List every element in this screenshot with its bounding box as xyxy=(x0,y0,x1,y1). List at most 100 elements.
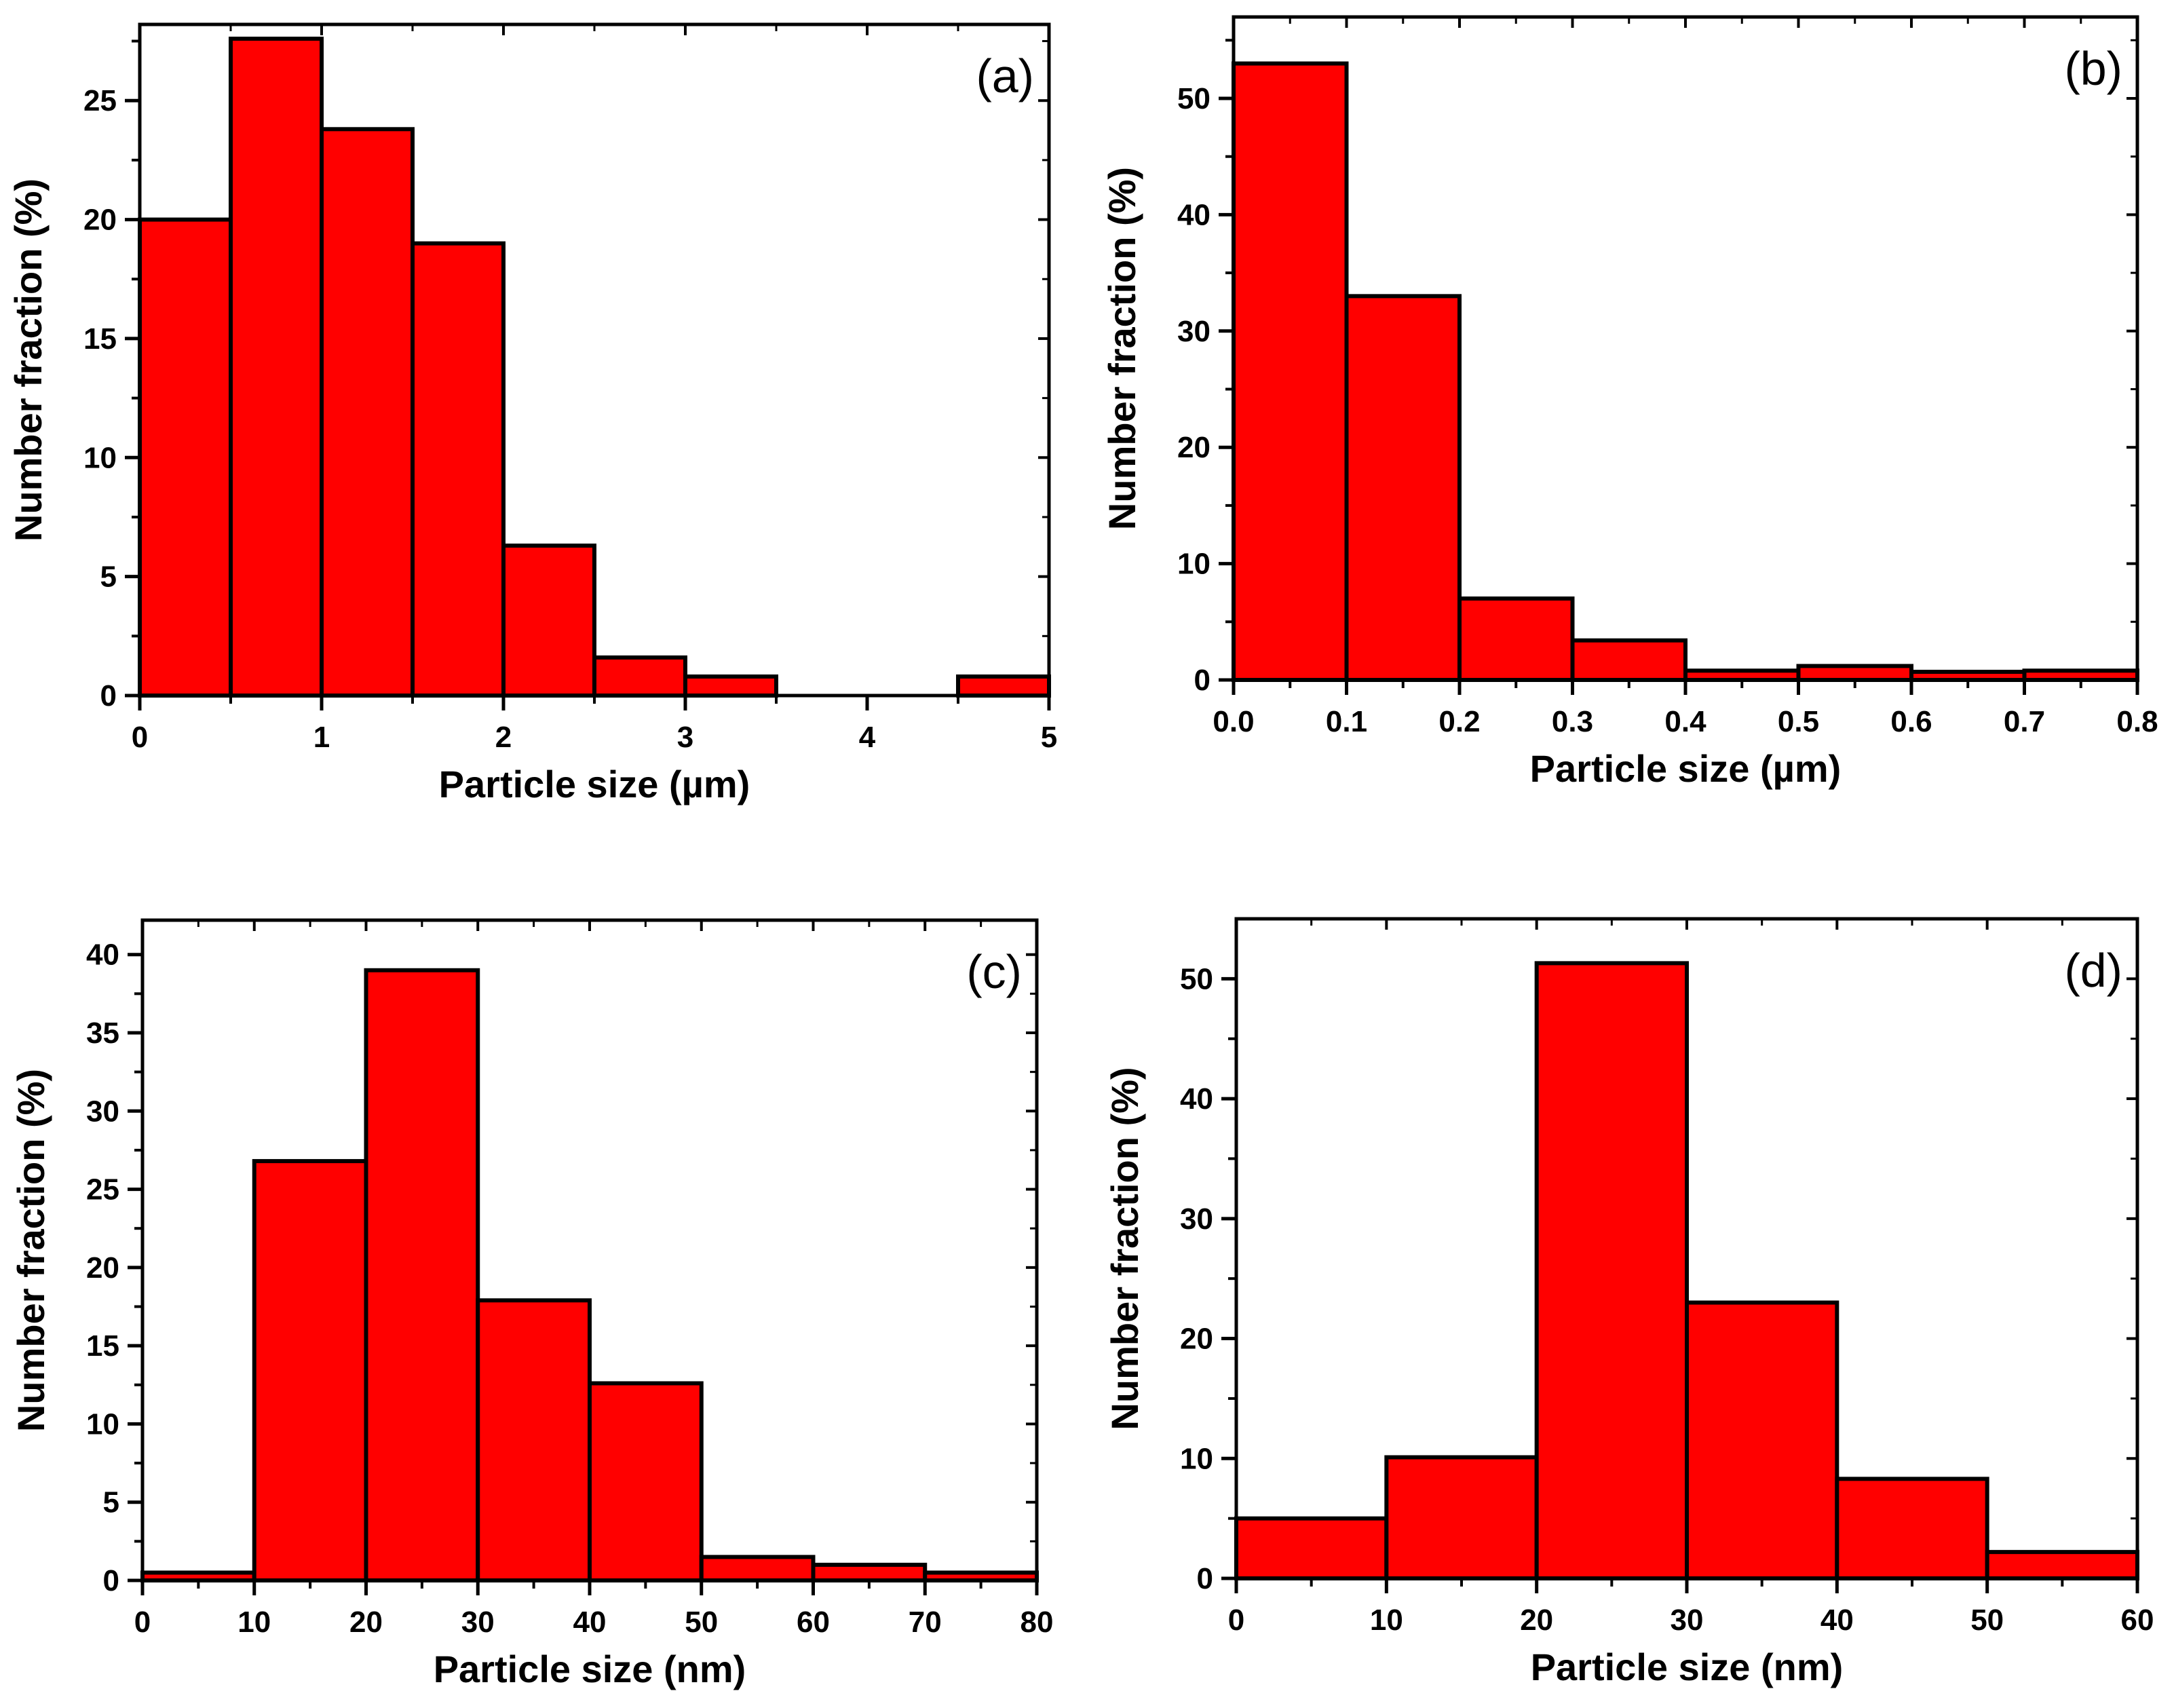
y-tick-label: 20 xyxy=(1177,431,1210,464)
y-tick-label: 35 xyxy=(86,1017,119,1050)
histogram-bar xyxy=(411,241,506,698)
x-tick-label: 60 xyxy=(2121,1603,2154,1637)
y-tick-label: 50 xyxy=(1180,962,1213,995)
panel-label: (a) xyxy=(976,50,1034,102)
y-tick-label: 10 xyxy=(83,441,117,474)
x-tick-label: 0 xyxy=(134,1606,151,1639)
panel-label: (d) xyxy=(2064,944,2122,997)
histogram-bar xyxy=(252,1159,368,1582)
x-tick-label: 0 xyxy=(132,721,148,754)
histogram-bar xyxy=(592,655,687,698)
histogram-bar xyxy=(501,544,596,698)
x-tick-label: 0.8 xyxy=(2116,705,2158,738)
x-tick-label: 40 xyxy=(1820,1603,1854,1637)
histogram-bar xyxy=(956,674,1051,698)
histogram-bar xyxy=(1570,638,1687,682)
histogram-bar xyxy=(1232,61,1349,682)
x-tick-label: 50 xyxy=(1970,1603,2004,1637)
histogram-bar xyxy=(1796,664,1913,682)
y-tick-label: 25 xyxy=(86,1173,119,1207)
y-tick-label: 20 xyxy=(1180,1323,1213,1356)
histogram-bar xyxy=(320,127,415,698)
y-tick-label: 5 xyxy=(100,561,117,594)
y-tick-label: 25 xyxy=(83,84,117,117)
histogram-bar xyxy=(1685,1300,1839,1580)
x-tick-label: 0.4 xyxy=(1664,705,1706,738)
y-tick-label: 40 xyxy=(86,938,119,972)
y-tick-label: 50 xyxy=(1177,82,1210,115)
histogram-bar xyxy=(683,674,778,698)
y-tick-label: 30 xyxy=(1180,1202,1213,1236)
y-tick-label: 15 xyxy=(83,322,117,356)
y-tick-label: 10 xyxy=(1177,548,1210,581)
panel-d: 0 10 20 30 40 50 60 0 10 20 30 40 50 Particle size (n… xyxy=(1103,917,2154,1688)
y-tick-label: 20 xyxy=(86,1251,119,1285)
y-tick-label: 40 xyxy=(1180,1082,1213,1116)
histogram-bar xyxy=(1985,1550,2140,1581)
x-tick-label: 0.5 xyxy=(1778,705,1819,738)
x-tick-label: 3 xyxy=(677,721,693,754)
histogram-bar xyxy=(1835,1477,1989,1581)
x-tick-label: 0.7 xyxy=(2004,705,2045,738)
x-axis-title: Particle size (nm) xyxy=(434,1648,746,1690)
histogram-bar xyxy=(699,1555,816,1583)
y-tick-label: 0 xyxy=(103,1564,119,1597)
x-axis-title: Particle size (µm) xyxy=(439,763,750,805)
y-axis-title: Number fraction (%) xyxy=(9,1069,52,1432)
y-tick-label: 20 xyxy=(83,204,117,237)
x-tick-label: 50 xyxy=(685,1606,718,1639)
x-tick-label: 40 xyxy=(573,1606,607,1639)
x-tick-label: 20 xyxy=(1520,1603,1553,1637)
x-axis-title: Particle size (µm) xyxy=(1530,747,1842,790)
x-tick-label: 0.0 xyxy=(1213,705,1254,738)
y-tick-label: 15 xyxy=(86,1329,119,1363)
y-axis-title: Number fraction (%) xyxy=(7,178,50,542)
histogram-bar xyxy=(588,1381,704,1582)
x-tick-label: 10 xyxy=(1370,1603,1403,1637)
x-tick-label: 10 xyxy=(237,1606,271,1639)
x-tick-label: 30 xyxy=(461,1606,495,1639)
y-tick-label: 10 xyxy=(1180,1442,1213,1475)
histogram-bar xyxy=(811,1562,928,1582)
histogram-bar xyxy=(1384,1455,1539,1580)
x-tick-label: 0.3 xyxy=(1552,705,1593,738)
histogram-bar xyxy=(1234,1516,1389,1581)
x-tick-label: 80 xyxy=(1021,1606,1054,1639)
y-tick-label: 30 xyxy=(86,1095,119,1128)
x-tick-label: 0.1 xyxy=(1326,705,1367,738)
x-tick-label: 5 xyxy=(1041,721,1057,754)
panel-label: (b) xyxy=(2064,42,2122,95)
histogram-bar xyxy=(229,37,324,698)
histogram-bar xyxy=(138,217,233,698)
y-tick-label: 10 xyxy=(86,1407,119,1441)
x-tick-label: 60 xyxy=(797,1606,830,1639)
panel-b: 0.0 0.1 0.2 0.3 0.4 0.5 0.6 0.7 0.8 0 10 20 30 40 50 Pa… xyxy=(1101,15,2158,790)
x-tick-label: 30 xyxy=(1671,1603,1704,1637)
histogram-bar xyxy=(364,968,480,1582)
x-tick-label: 1 xyxy=(313,721,330,754)
panel-a: 0 1 2 3 4 5 0 5 10 15 20 25 Particle size (µm) Number… xyxy=(7,22,1057,805)
panel-c: 0 10 20 30 40 50 60 70 80 0 5 10 15 20 25 30 35 40 Particl… xyxy=(9,918,1054,1690)
y-tick-label: 0 xyxy=(1194,664,1210,697)
histogram-bar xyxy=(476,1298,592,1582)
y-tick-label: 30 xyxy=(1177,315,1210,348)
y-axis-title: Number fraction (%) xyxy=(1101,167,1143,530)
y-tick-label: 40 xyxy=(1177,198,1210,231)
x-tick-label: 0 xyxy=(1228,1603,1244,1637)
x-tick-label: 70 xyxy=(909,1606,942,1639)
x-tick-label: 0.6 xyxy=(1890,705,1932,738)
y-tick-label: 0 xyxy=(1197,1562,1213,1595)
y-axis-title: Number fraction (%) xyxy=(1103,1067,1146,1430)
histogram-bar xyxy=(1344,294,1462,682)
panel-label: (c) xyxy=(966,945,1022,998)
histogram-bar xyxy=(1457,596,1575,682)
x-axis-title: Particle size (nm) xyxy=(1531,1646,1844,1688)
histogram-bar xyxy=(1534,961,1690,1580)
y-tick-label: 5 xyxy=(103,1486,119,1519)
x-tick-label: 4 xyxy=(859,721,876,754)
x-tick-label: 20 xyxy=(349,1606,383,1639)
y-tick-label: 0 xyxy=(100,679,117,713)
x-tick-label: 0.2 xyxy=(1438,705,1480,738)
x-tick-label: 2 xyxy=(495,721,512,754)
